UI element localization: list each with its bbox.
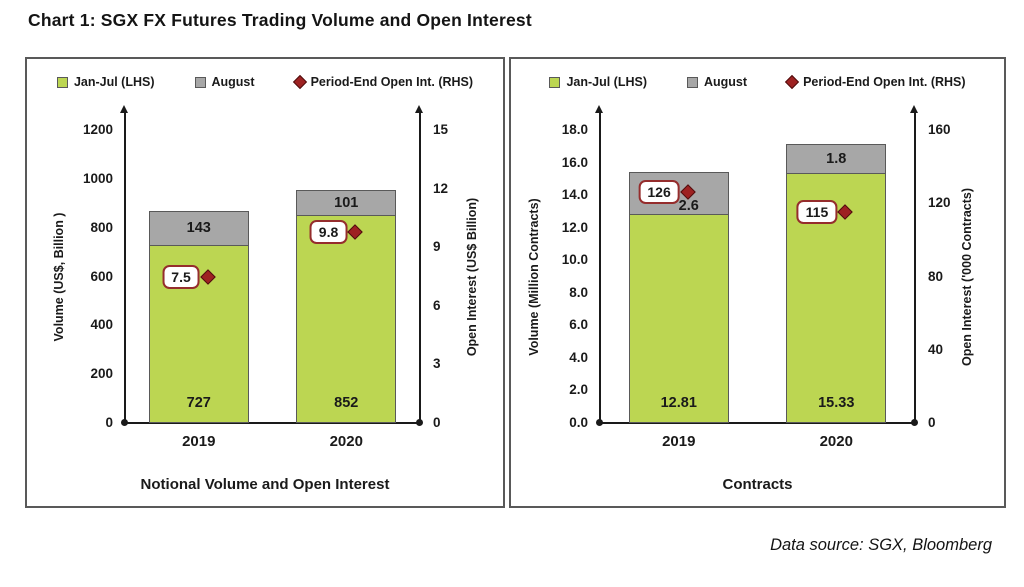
bar-value-august: 101 (334, 194, 359, 211)
right-axis-tick-label: 9 (433, 239, 441, 255)
left-axis-tick-label: 1200 (82, 122, 113, 137)
left-axis-tick-label: 8.0 (569, 284, 588, 300)
right-axis-tick-label: 6 (433, 297, 441, 313)
x-tick-label: 2020 (819, 433, 853, 450)
legend-label-jan-jul: Jan-Jul (LHS) (566, 75, 647, 89)
left-axis-tick-label: 10.0 (561, 252, 588, 268)
left-axis-tick-label: 12.0 (561, 219, 588, 235)
bar-segment-jan-jul (628, 214, 729, 423)
left-axis-tick-label: 800 (90, 219, 113, 235)
x-axis-line (600, 422, 915, 424)
left-axis-dot (121, 419, 128, 426)
left-axis-tick-label: 600 (90, 268, 113, 284)
left-axis-arrow-icon (595, 105, 603, 113)
bar-value-august: 1.8 (826, 150, 847, 167)
right-axis-tick-label: 40 (928, 341, 944, 357)
jan-jul-swatch-icon (549, 76, 561, 88)
panel-title-contracts: Contracts (722, 476, 793, 493)
open-interest-diamond-icon (292, 74, 307, 90)
data-source: Data source: SGX, Bloomberg (770, 536, 992, 554)
august-swatch-icon (687, 76, 698, 88)
panel-notional-volume: Jan-Jul (LHS) August Period-End Open Int… (25, 57, 505, 508)
left-axis-tick-label: 0 (105, 415, 113, 430)
left-axis-tick-label: 0.0 (569, 415, 588, 430)
legend-item-august: August (194, 75, 255, 89)
legend-item-jan-jul: Jan-Jul (LHS) (549, 75, 647, 89)
legend-label-august: August (211, 75, 255, 89)
right-axis-line (419, 113, 421, 423)
right-axis-arrow-icon (415, 105, 423, 113)
legend-label-august: August (704, 75, 748, 89)
left-axis-title: Volume (US$, Billion ) (52, 212, 66, 341)
bar-segment-august (148, 210, 249, 247)
left-axis-tick-label: 14.0 (561, 187, 588, 203)
bar-value-jan-jul: 12.81 (660, 395, 697, 411)
left-axis-tick-label: 2.0 (569, 382, 588, 398)
left-axis-tick-label: 18.0 (561, 122, 588, 137)
bar-value-august: 143 (186, 220, 211, 237)
bar-segment-august (786, 144, 887, 175)
left-axis-title: Volume (Million Contracts) (527, 197, 541, 356)
left-axis-line (599, 113, 601, 423)
legend-item-jan-jul: Jan-Jul (LHS) (56, 75, 155, 89)
right-axis-tick-label: 3 (433, 356, 441, 372)
right-axis-tick-label: 12 (433, 180, 449, 196)
left-axis-dot (596, 419, 603, 426)
legend: Jan-Jul (LHS) August Period-End Open Int… (511, 74, 1004, 90)
legend-label-jan-jul: Jan-Jul (LHS) (73, 75, 155, 89)
august-swatch-icon (194, 76, 206, 88)
right-axis-tick-label: 0 (433, 415, 441, 430)
chart-panels: Jan-Jul (LHS) August Period-End Open Int… (25, 57, 1006, 508)
right-axis-tick-label: 160 (928, 122, 951, 137)
right-axis-line (914, 113, 916, 423)
legend-item-august: August (687, 75, 747, 89)
left-axis-tick-label: 4.0 (569, 349, 588, 365)
left-axis-line (124, 113, 126, 423)
bar-value-jan-jul: 15.33 (818, 395, 855, 411)
open-interest-label-box: 126 (638, 180, 680, 205)
left-axis-tick-label: 6.0 (569, 317, 588, 333)
right-axis-tick-label: 120 (928, 195, 951, 211)
legend-label-open-interest: Period-End Open Int. (RHS) (310, 75, 474, 89)
left-axis-tick-label: 1000 (82, 170, 113, 186)
x-axis-line (125, 422, 420, 424)
x-tick-label: 2019 (182, 433, 216, 450)
left-axis-tick-label: 400 (90, 317, 113, 333)
bar-value-august: 2.6 (678, 198, 699, 215)
legend-item-open-interest: Period-End Open Int. (RHS) (784, 74, 966, 90)
left-axis-arrow-icon (120, 105, 128, 113)
chart-plot-area-notional: 0 200 400 600 800 1000 1200 0 3 6 9 12 15 Volume (US$… (27, 105, 503, 452)
right-axis-tick-label: 0 (928, 415, 936, 430)
right-axis-arrow-icon (910, 105, 918, 113)
open-interest-diamond-icon (784, 74, 800, 90)
x-tick-label: 2019 (662, 433, 696, 450)
open-interest-label-box: 9.8 (309, 219, 348, 244)
legend: Jan-Jul (LHS) August Period-End Open Int… (27, 74, 503, 90)
panel-title-notional: Notional Volume and Open Interest (140, 476, 390, 493)
open-interest-label-box: 7.5 (162, 264, 200, 289)
legend-label-open-interest: Period-End Open Int. (RHS) (803, 75, 966, 89)
jan-jul-swatch-icon (56, 76, 68, 88)
bar-segment-august (296, 190, 397, 216)
page-title: Chart 1: SGX FX Futures Trading Volume a… (28, 10, 532, 30)
x-tick-label: 2020 (329, 433, 363, 450)
bar-value-jan-jul: 727 (186, 395, 211, 411)
left-axis-tick-label: 200 (90, 366, 113, 382)
bar-value-jan-jul: 852 (334, 395, 359, 411)
right-axis-tick-label: 15 (433, 122, 449, 137)
panel-contracts: Jan-Jul (LHS) August Period-End Open Int… (509, 57, 1006, 508)
bar-segment-jan-jul (296, 214, 397, 423)
right-axis-tick-label: 80 (928, 268, 944, 284)
right-axis-title: Open Interest (US$ Billion) (465, 197, 479, 356)
left-axis-tick-label: 16.0 (561, 154, 588, 170)
open-interest-label-box: 115 (796, 200, 838, 225)
legend-item-open-interest: Period-End Open Int. (RHS) (292, 74, 474, 90)
chart-plot-area-contracts: 0.0 2.0 4.0 6.0 8.0 10.0 12.0 14.0 16.0 18.0 0 40 80… (511, 105, 1004, 452)
right-axis-title: Open Interest ('000 Contracts) (960, 187, 974, 366)
